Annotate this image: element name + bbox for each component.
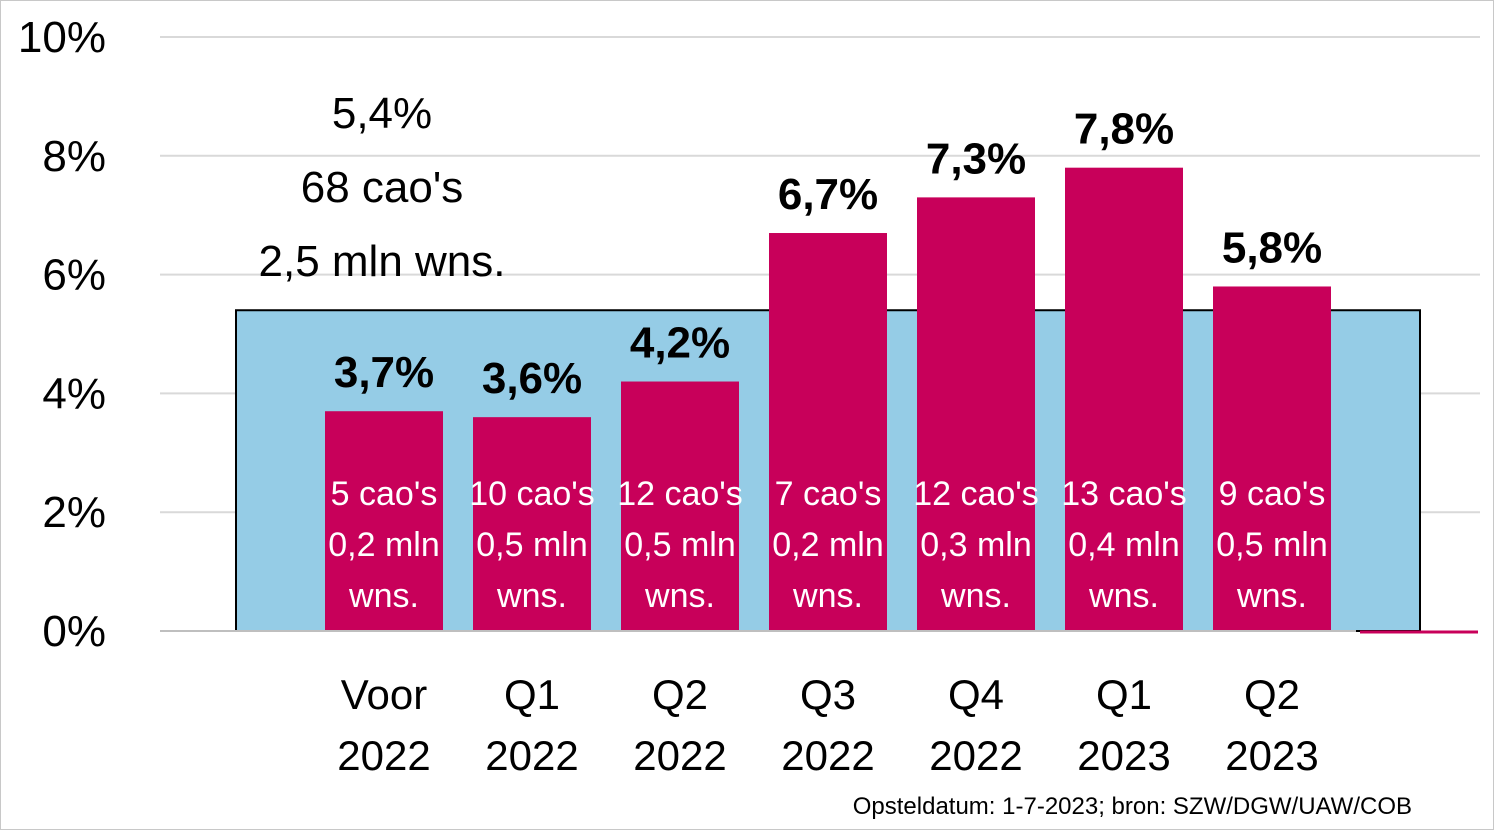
bar — [621, 381, 739, 631]
data-label: 6,7% — [778, 170, 878, 219]
y-tick-label: 8% — [42, 132, 106, 181]
bar-annotation: 12 cao's — [617, 475, 743, 513]
bar — [325, 411, 443, 631]
data-label: 7,3% — [926, 134, 1026, 183]
bar — [1065, 167, 1183, 631]
x-tick-label: Q2 — [1244, 671, 1300, 718]
x-tick-label: Q1 — [504, 671, 560, 718]
x-tick-label: 2022 — [485, 732, 578, 779]
bar-annotation: wns. — [348, 577, 419, 615]
x-tick-label: 2022 — [781, 732, 874, 779]
bar-annotation: wns. — [644, 577, 715, 615]
x-tick-label: 2022 — [929, 732, 1022, 779]
bar-annotation: 5 cao's — [331, 475, 438, 513]
x-tick-label: Q1 — [1096, 671, 1152, 718]
bar-annotation: wns. — [1236, 577, 1307, 615]
data-label: 7,8% — [1074, 105, 1174, 154]
bar — [769, 233, 887, 631]
y-tick-label: 2% — [42, 488, 106, 537]
bar-annotation: 13 cao's — [1061, 475, 1187, 513]
x-tick-label: Q3 — [800, 671, 856, 718]
bar — [1213, 286, 1331, 631]
bar-annotation: 0,5 mln — [624, 526, 736, 564]
data-label: 3,6% — [482, 354, 582, 403]
x-tick-label: 2022 — [337, 732, 430, 779]
bar-annotation: 9 cao's — [1219, 475, 1326, 513]
bar-annotation: 0,2 mln — [772, 526, 884, 564]
data-label: 4,2% — [630, 319, 730, 368]
average-annotation: 2,5 mln wns. — [259, 237, 506, 286]
y-tick-label: 0% — [42, 607, 106, 656]
bar-annotation: 0,4 mln — [1068, 526, 1180, 564]
x-tick-label: Q2 — [652, 671, 708, 718]
bar — [917, 197, 1035, 631]
source-note: Opsteldatum: 1-7-2023; bron: SZW/DGW/UAW… — [852, 793, 1412, 820]
x-tick-label: 2023 — [1225, 732, 1318, 779]
x-tick-label: Voor — [341, 671, 427, 718]
average-annotation: 5,4% — [332, 89, 432, 138]
y-tick-label: 6% — [42, 251, 106, 300]
bar-annotation: 12 cao's — [913, 475, 1039, 513]
average-annotation: 68 cao's — [301, 163, 464, 212]
data-label: 3,7% — [334, 348, 434, 397]
bar-annotation: wns. — [1088, 577, 1159, 615]
bar-annotation: 0,3 mln — [920, 526, 1032, 564]
bar-annotation: 7 cao's — [775, 475, 882, 513]
bar-annotation: 0,2 mln — [328, 526, 440, 564]
bar-annotation: wns. — [792, 577, 863, 615]
bar-annotation: 0,5 mln — [1216, 526, 1328, 564]
y-tick-label: 10% — [18, 13, 106, 62]
bar-annotation: 0,5 mln — [476, 526, 588, 564]
bars — [325, 167, 1331, 631]
data-label: 5,8% — [1222, 223, 1322, 272]
x-tick-label: 2022 — [633, 732, 726, 779]
labels: 0% 2% 4% 6% 8% 10% 3,7% 5 cao's 0,2 mln wns. Voor 2… — [18, 13, 1328, 779]
bar-annotation: 10 cao's — [469, 475, 595, 513]
bar — [473, 417, 591, 631]
x-tick-label: 2023 — [1077, 732, 1170, 779]
x-tick-label: Q4 — [948, 671, 1004, 718]
bar-annotation: wns. — [940, 577, 1011, 615]
bar-annotation: wns. — [496, 577, 567, 615]
y-tick-label: 4% — [42, 369, 106, 418]
